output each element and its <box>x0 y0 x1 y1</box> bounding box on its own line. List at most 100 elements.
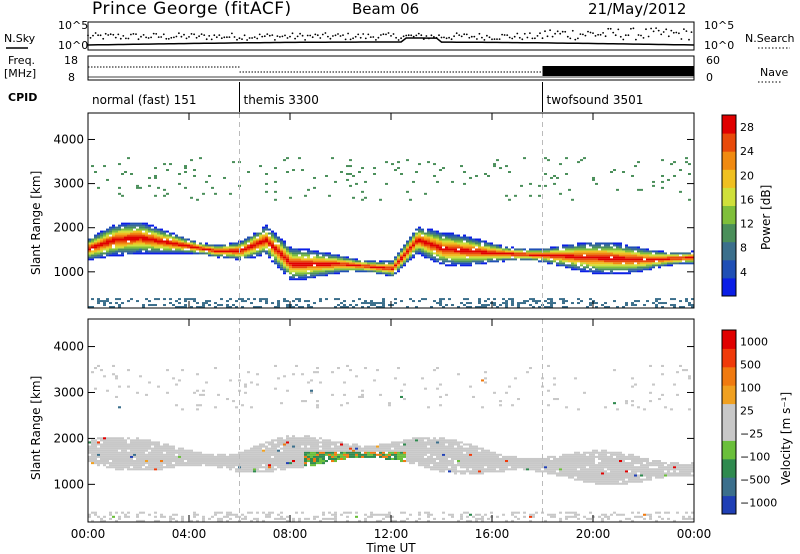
data-cell <box>475 306 478 308</box>
data-cell <box>415 244 418 247</box>
data-cell <box>415 228 418 231</box>
data-cell <box>583 244 586 247</box>
data-cell <box>388 402 391 405</box>
data-cell <box>514 459 517 463</box>
data-cell <box>460 246 463 249</box>
data-cell <box>136 437 139 440</box>
data-cell <box>169 453 172 456</box>
data-cell <box>295 464 298 467</box>
data-cell <box>289 462 292 465</box>
data-cell <box>352 174 355 177</box>
data-cell <box>340 443 343 446</box>
data-cell <box>550 459 553 463</box>
data-cell <box>163 298 166 301</box>
data-cell <box>109 455 112 458</box>
data-cell <box>505 194 508 197</box>
data-cell <box>499 254 502 257</box>
data-cell <box>274 439 277 442</box>
data-cell <box>466 459 469 463</box>
data-cell <box>595 260 598 263</box>
data-cell <box>100 240 103 243</box>
data-cell <box>184 298 187 301</box>
data-cell <box>328 453 331 456</box>
data-cell <box>358 447 361 450</box>
data-cell <box>160 457 163 460</box>
data-cell <box>520 254 523 257</box>
data-cell <box>358 264 361 267</box>
data-cell <box>142 519 145 522</box>
data-cell <box>103 441 106 444</box>
data-cell <box>406 252 409 255</box>
data-cell <box>187 244 190 247</box>
data-cell <box>112 228 115 231</box>
data-cell <box>316 366 319 370</box>
data-cell <box>658 250 661 253</box>
data-cell <box>346 260 349 263</box>
data-cell <box>466 449 469 452</box>
data-cell <box>595 250 598 253</box>
data-cell <box>250 250 253 253</box>
data-cell <box>511 466 514 469</box>
data-cell <box>613 272 616 275</box>
data-cell <box>403 262 406 265</box>
data-cell <box>121 447 124 450</box>
data-cell <box>382 455 385 458</box>
data-cell <box>193 513 196 516</box>
data-cell <box>259 459 262 463</box>
data-cell <box>568 250 571 253</box>
data-cell <box>556 466 559 469</box>
data-cell <box>358 455 361 458</box>
data-cell <box>220 250 223 253</box>
data-cell <box>136 240 139 243</box>
data-cell <box>133 449 136 452</box>
data-cell <box>298 437 301 440</box>
data-cell <box>622 266 625 269</box>
data-cell <box>451 244 454 247</box>
data-cell <box>271 447 274 450</box>
data-cell <box>658 254 661 257</box>
data-cell <box>295 437 298 440</box>
data-cell <box>172 457 175 460</box>
data-cell <box>415 246 418 249</box>
nsearch-point <box>662 31 665 33</box>
data-cell <box>445 451 448 454</box>
data-cell <box>265 242 268 245</box>
data-cell <box>622 252 625 255</box>
data-cell <box>295 298 298 301</box>
data-cell <box>244 462 247 465</box>
data-cell <box>550 515 553 518</box>
data-cell <box>418 439 421 442</box>
data-cell <box>124 439 127 442</box>
data-cell <box>193 451 196 454</box>
data-cell <box>484 459 487 463</box>
data-cell <box>646 260 649 263</box>
data-cell <box>502 459 505 463</box>
data-cell <box>178 453 181 456</box>
data-cell <box>151 468 154 471</box>
data-cell <box>520 250 523 253</box>
data-cell <box>508 462 511 465</box>
data-cell <box>601 248 604 251</box>
data-cell <box>505 391 508 394</box>
data-cell <box>157 445 160 448</box>
data-cell <box>187 250 190 253</box>
data-cell <box>256 246 259 249</box>
data-cell <box>181 369 184 372</box>
data-cell <box>484 242 487 245</box>
data-cell <box>250 468 253 471</box>
data-cell <box>337 270 340 273</box>
data-cell <box>154 449 157 452</box>
data-cell <box>352 268 355 271</box>
data-cell <box>400 248 403 251</box>
data-cell <box>622 264 625 267</box>
data-cell <box>301 252 304 255</box>
data-cell <box>391 515 394 518</box>
data-cell <box>631 250 634 253</box>
data-cell <box>418 517 421 520</box>
data-cell <box>442 455 445 458</box>
data-cell <box>202 455 205 458</box>
data-cell <box>439 246 442 249</box>
data-cell <box>508 252 511 255</box>
data-cell <box>229 459 232 463</box>
